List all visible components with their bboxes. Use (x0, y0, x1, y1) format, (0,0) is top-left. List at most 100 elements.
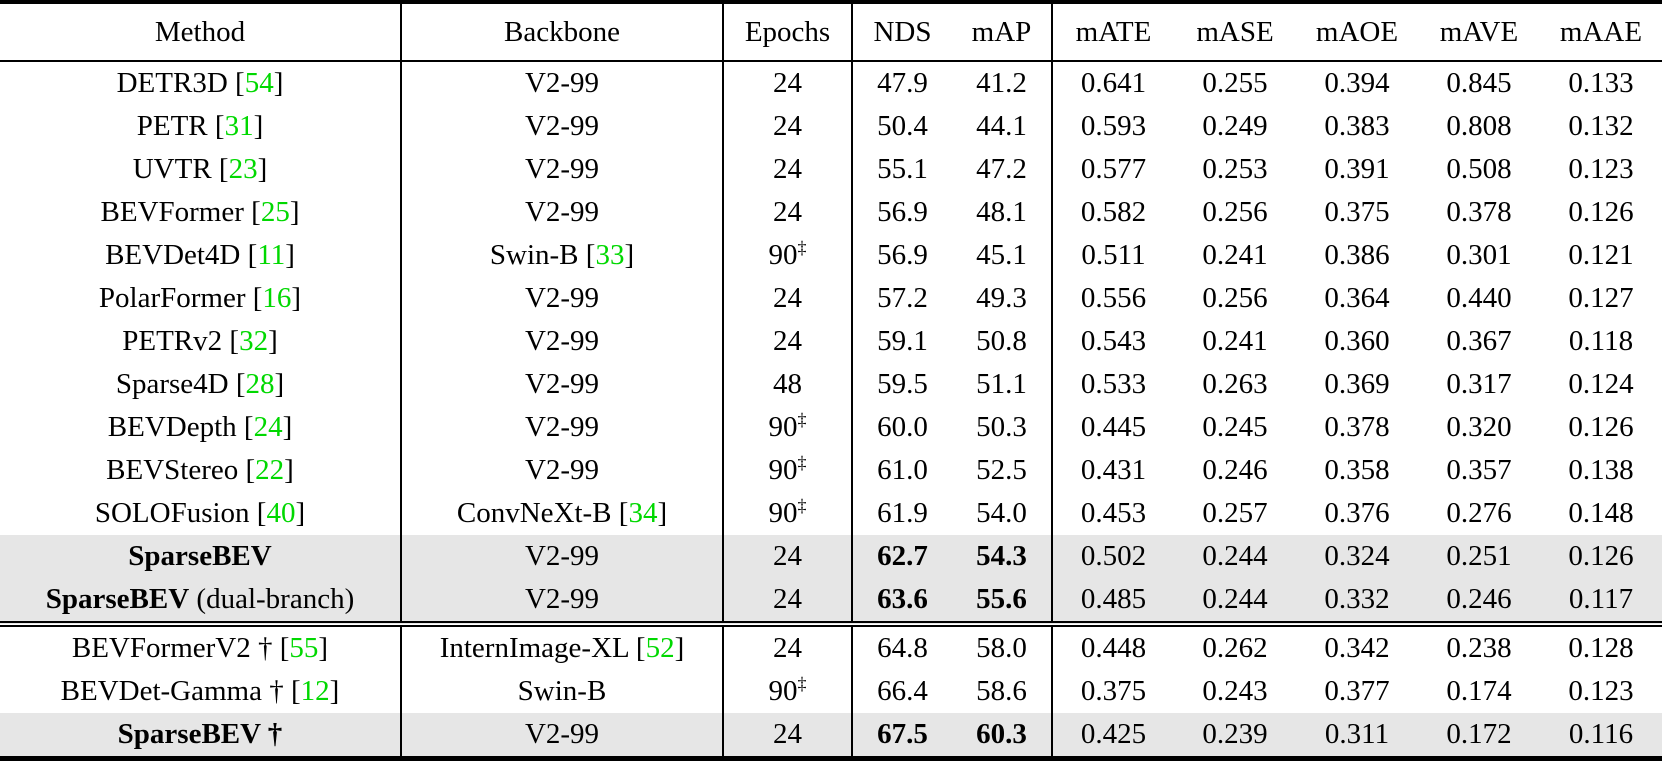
citation: [22] (245, 454, 294, 486)
double-dagger-superscript: ‡ (797, 409, 807, 430)
citation: [24] (243, 411, 293, 443)
cell-maae: 0.127 (1568, 282, 1634, 314)
cell-map: 54.3 (952, 535, 1053, 578)
cell-backbone: InternImage-XL [52] (401, 621, 724, 670)
table-row: UVTR [23] V2-99 24 55.1 47.2 0.577 0.253 0.391 0… (0, 148, 1662, 191)
cell-mate: 0.448 (1052, 621, 1174, 670)
citation-number: 34 (628, 497, 658, 529)
citation: [54] (235, 67, 284, 99)
cell-backbone: V2-99 (401, 105, 724, 148)
cell-method: UVTR [23] (0, 148, 402, 191)
column-header-maoe: mAOE (1296, 2, 1418, 62)
cell-map: 58.0 (952, 621, 1053, 670)
cell-map: 58.6 (952, 670, 1053, 713)
cell-epochs: 90‡ (723, 670, 853, 713)
cell-nds: 47.9 (877, 67, 928, 99)
cell-map: 50.3 (952, 406, 1053, 449)
cell-maae: 0.148 (1568, 497, 1634, 529)
cell-method: SOLOFusion [40] (0, 492, 402, 535)
cell-nds: 50.4 (877, 110, 928, 142)
method-name: PolarFormer (98, 282, 246, 314)
cell-mate: 0.511 (1081, 239, 1146, 271)
cell-mave: 0.508 (1446, 153, 1512, 185)
cell-mate: 0.431 (1080, 454, 1147, 486)
method-name: BEVFormer (100, 196, 244, 228)
cell-method: BEVDepth [24] (0, 406, 402, 449)
citation-number: 55 (289, 632, 319, 664)
cell-mate: 0.582 (1080, 196, 1147, 228)
cell-method: BEVDet-Gamma † [12] (0, 670, 402, 713)
cell-maoe: 0.311 (1296, 713, 1418, 759)
table-row: PETR [31] V2-99 24 50.4 44.1 0.593 0.249 0.383 0… (0, 105, 1662, 148)
cell-mase: 0.245 (1202, 411, 1268, 443)
cell-nds: 59.5 (877, 368, 928, 400)
cell-epochs: 48 (723, 363, 853, 406)
cell-maae: 0.126 (1540, 535, 1662, 578)
cell-maoe: 0.377 (1324, 675, 1390, 707)
citation-number: 25 (260, 196, 290, 228)
cell-method: SparseBEV (0, 535, 402, 578)
cell-backbone: V2-99 (401, 535, 724, 578)
cell-mave: 0.357 (1446, 454, 1512, 486)
double-dagger-superscript: ‡ (797, 495, 807, 516)
cell-nds: 61.9 (877, 497, 928, 529)
method-suffix: (dual-branch) (189, 583, 355, 615)
cell-mave: 0.845 (1446, 67, 1512, 99)
cell-map: 60.3 (952, 713, 1053, 759)
cell-maae: 0.117 (1540, 578, 1662, 624)
cell-map: 47.2 (952, 148, 1053, 191)
table-row: BEVDet4D [11] Swin-B [33] 90‡ 56.9 45.1 0.511… (0, 234, 1662, 277)
citation: [33] (585, 239, 635, 271)
cell-maoe: 0.376 (1324, 497, 1390, 529)
cell-maae: 0.132 (1568, 110, 1634, 142)
cell-mase: 0.243 (1202, 675, 1268, 707)
citation: [32] (229, 325, 278, 357)
cell-method: SparseBEV † (0, 713, 402, 759)
cell-mave: 0.246 (1418, 578, 1540, 624)
cell-backbone: V2-99 (401, 406, 724, 449)
cell-nds: 61.0 (877, 454, 928, 486)
cell-epochs: 90‡ (723, 449, 853, 492)
cell-method: SparseBEV (dual-branch) (0, 578, 402, 624)
citation: [40] (256, 497, 306, 529)
cell-maoe: 0.383 (1324, 110, 1390, 142)
method-name: BEVDet-Gamma † (60, 675, 284, 707)
cell-epochs: 24 (723, 105, 853, 148)
method-name: PETRv2 (122, 325, 223, 357)
table-row: BEVDepth [24] V2-99 90‡ 60.0 50.3 0.445 0.245 0… (0, 406, 1662, 449)
table-row: Sparse4D [28] V2-99 48 59.5 51.1 0.533 0.263 0.… (0, 363, 1662, 406)
double-dagger-superscript: ‡ (797, 673, 807, 694)
cell-maoe: 0.394 (1324, 67, 1390, 99)
table-row: SparseBEV V2-99 24 62.7 54.3 0.502 0.244 0.324 0… (0, 535, 1662, 578)
cell-epochs: 24 (723, 148, 853, 191)
cell-method: DETR3D [54] (0, 61, 402, 105)
method-name: BEVStereo (106, 454, 239, 486)
cell-maae: 0.124 (1568, 368, 1634, 400)
table-header: Method Backbone Epochs NDS mAP mATE mASE mAOE mA… (0, 2, 1662, 62)
column-header-method: Method (0, 2, 402, 62)
table-row: DETR3D [54] V2-99 24 47.9 41.2 0.641 0.255 0.39… (0, 61, 1662, 105)
table-row: SparseBEV † V2-99 24 67.5 60.3 0.425 0.239 0.31… (0, 713, 1662, 759)
column-header-mave: mAVE (1418, 2, 1540, 62)
table-row: SparseBEV (dual-branch) V2-99 24 63.6 55.6 0.… (0, 578, 1662, 624)
cell-mase: 0.244 (1174, 535, 1296, 578)
cell-maae: 0.128 (1540, 621, 1662, 670)
cell-map: 52.5 (952, 449, 1053, 492)
cell-mate: 0.577 (1080, 153, 1147, 185)
cell-mave: 0.440 (1446, 282, 1512, 314)
cell-method: PolarFormer [16] (0, 277, 402, 320)
cell-mase: 0.244 (1174, 578, 1296, 624)
table-row: BEVFormer [25] V2-99 24 56.9 48.1 0.582 0.256 0… (0, 191, 1662, 234)
cell-maoe: 0.391 (1324, 153, 1390, 185)
cell-nds: 57.2 (877, 282, 928, 314)
column-header-nds: NDS (852, 2, 952, 62)
cell-mate: 0.543 (1080, 325, 1147, 357)
column-header-backbone: Backbone (401, 2, 724, 62)
cell-map: 45.1 (952, 234, 1053, 277)
cell-epochs: 24 (723, 320, 853, 363)
citation-number: 32 (239, 325, 269, 357)
cell-mate: 0.556 (1080, 282, 1147, 314)
cell-mave: 0.174 (1446, 675, 1512, 707)
table-section-1: DETR3D [54] V2-99 24 47.9 41.2 0.641 0.255 0.39… (0, 61, 1662, 624)
citation: [55] (279, 632, 329, 664)
